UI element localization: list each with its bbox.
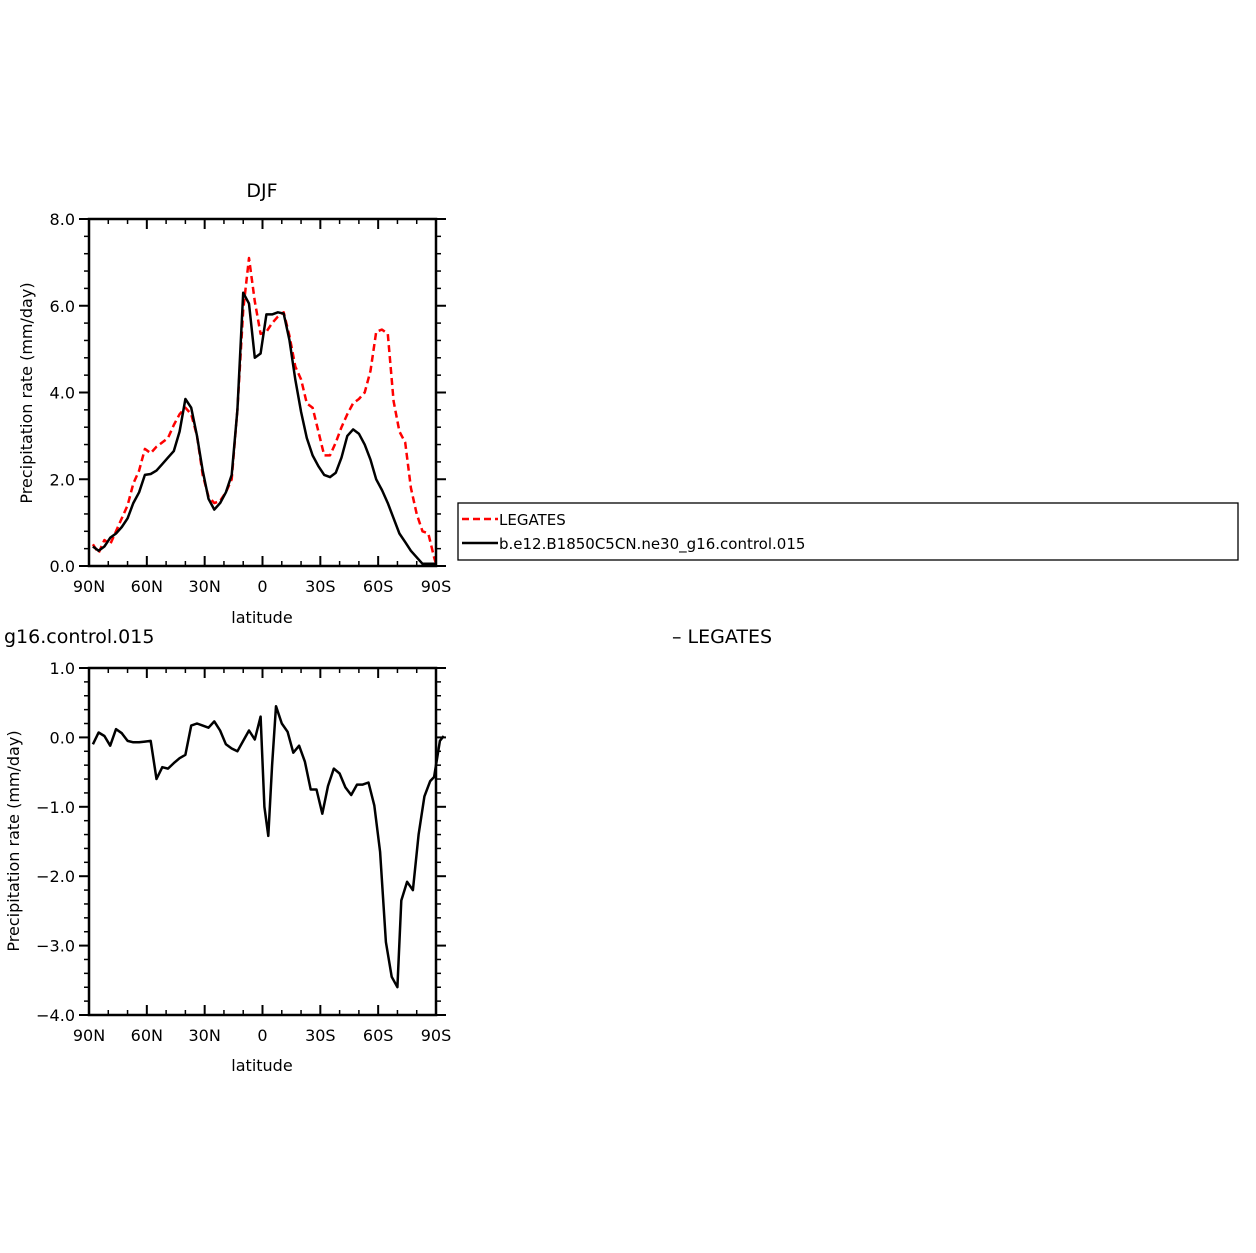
djf-precipitation-chart: DJF latitude Precipitation rate (mm/day)… bbox=[17, 180, 451, 627]
y-axis-label: Precipitation rate (mm/day) bbox=[17, 282, 36, 503]
x-tick-label: 90N bbox=[73, 577, 105, 596]
x-tick-label: 60N bbox=[131, 577, 163, 596]
axis-ticks: 90N 60N 30N 0 30S 60S 90S −4.0 −3.0 −2.0 −1.0 0.0 1.… bbox=[36, 659, 451, 1045]
x-tick-label: 60S bbox=[363, 577, 394, 596]
x-tick-label: 90N bbox=[73, 1026, 105, 1045]
x-tick-label: 60N bbox=[131, 1026, 163, 1045]
x-axis-label: latitude bbox=[231, 608, 292, 627]
x-tick-label: 90S bbox=[421, 577, 452, 596]
y-tick-label: 4.0 bbox=[50, 384, 75, 403]
y-tick-label: 1.0 bbox=[50, 659, 75, 678]
x-axis-label: latitude bbox=[231, 1056, 292, 1075]
y-tick-label: 6.0 bbox=[50, 297, 75, 316]
x-tick-label: 30N bbox=[189, 577, 221, 596]
x-tick-label: 30N bbox=[189, 1026, 221, 1045]
legend-box bbox=[457, 502, 1239, 561]
y-tick-label: −2.0 bbox=[36, 867, 75, 886]
plot-frame bbox=[87, 666, 438, 1017]
plot-frame bbox=[87, 217, 438, 568]
y-tick-label: −1.0 bbox=[36, 798, 75, 817]
x-tick-label: 90S bbox=[421, 1026, 452, 1045]
y-tick-label: −4.0 bbox=[36, 1006, 75, 1025]
chart-title-right: – LEGATES bbox=[672, 626, 772, 648]
legend-label-legates: LEGATES bbox=[499, 511, 566, 529]
chart-title: DJF bbox=[246, 180, 277, 202]
plot-series bbox=[91, 256, 438, 567]
legend: LEGATES b.e12.B1850C5CN.ne30_g16.control… bbox=[457, 502, 1239, 561]
x-tick-label: 0 bbox=[257, 1026, 267, 1045]
series-line-legates bbox=[91, 256, 438, 565]
y-tick-label: 2.0 bbox=[50, 470, 75, 489]
plot-series bbox=[91, 704, 445, 989]
y-tick-label: 0.0 bbox=[50, 728, 75, 747]
y-axis-label: Precipitation rate (mm/day) bbox=[4, 730, 23, 951]
chart-title-left: g16.control.015 bbox=[4, 626, 154, 648]
y-tick-label: −3.0 bbox=[36, 937, 75, 956]
x-tick-label: 30S bbox=[305, 1026, 336, 1045]
legend-label-model: b.e12.B1850C5CN.ne30_g16.control.015 bbox=[499, 535, 805, 554]
x-tick-label: 0 bbox=[257, 577, 267, 596]
x-tick-label: 30S bbox=[305, 577, 336, 596]
y-tick-label: 8.0 bbox=[50, 210, 75, 229]
y-tick-label: 0.0 bbox=[50, 557, 75, 576]
series-line-difference bbox=[91, 704, 445, 989]
difference-chart: g16.control.015 – LEGATES latitude Preci… bbox=[4, 626, 772, 1075]
series-line-model bbox=[92, 291, 437, 567]
axis-ticks: 90N 60N 30N 0 30S 60S 90S 0.0 2.0 4.0 6.0 8.0 bbox=[50, 210, 452, 596]
x-tick-label: 60S bbox=[363, 1026, 394, 1045]
